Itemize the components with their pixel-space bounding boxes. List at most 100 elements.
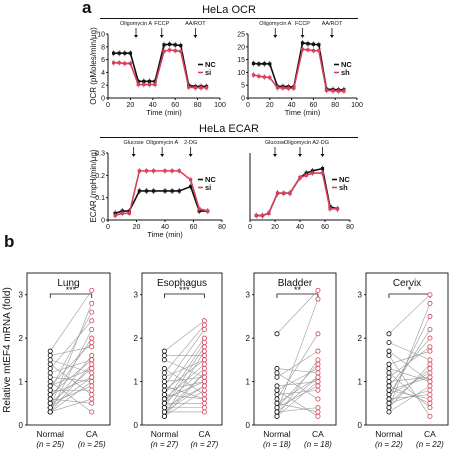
ecar-y-axis-label: ECAR (mpH/min/µg) <box>89 149 98 222</box>
cervix-pair-line <box>388 329 431 395</box>
esophagus-x-label-ca: CA <box>198 429 210 439</box>
lung-x-label-normal: Normal <box>37 429 65 439</box>
esophagus-ca-point <box>201 353 207 359</box>
bladder-y-tick-label: 1 <box>246 378 251 387</box>
esophagus-ca-point <box>201 374 207 380</box>
ocr_si-line-si <box>113 49 207 89</box>
ocr_si-y-tick-label: 8 <box>101 44 105 51</box>
ecar_si-annotation-label: Oligomycin A <box>146 140 178 146</box>
bladder-pair-line <box>276 402 319 413</box>
ocr_sh-x-axis-label: Time (min) <box>285 108 321 117</box>
esophagus-ca-point <box>201 366 207 372</box>
ecar_sh-annotation-label: Glucose <box>265 140 285 146</box>
cervix-ca-point <box>427 396 433 402</box>
lung-pair-line <box>49 329 93 413</box>
esophagus-y-tick-label: 1 <box>134 378 139 387</box>
ocr_si-x-tick-label: 60 <box>171 102 179 109</box>
lung-normal-point <box>47 357 53 363</box>
esophagus-normal-point <box>161 379 167 385</box>
bladder-ca-point <box>315 331 321 337</box>
cervix-ca-point <box>427 392 433 398</box>
bladder-pair-line <box>276 381 319 417</box>
ocr_si-y-tick-label: 2 <box>101 83 105 90</box>
ecar_si-x-axis-label: Time (min) <box>147 230 183 239</box>
cervix-y-tick-label: 1 <box>358 378 363 387</box>
bladder-normal-point <box>274 387 280 393</box>
cervix-normal-point <box>386 339 392 345</box>
lung-ca-point <box>89 300 95 306</box>
ecar_sh-x-tick-label: 60 <box>321 224 329 231</box>
ocr_sh-x-tick-label: 80 <box>331 102 339 109</box>
ocr_sh-line-sh <box>253 48 344 92</box>
esophagus-n-label-normal: (n = 27) <box>151 440 179 449</box>
bladder-significance-label: ** <box>294 285 302 295</box>
ocr_si-x-axis-label: Time (min) <box>146 108 182 117</box>
lung-ca-point <box>89 335 95 341</box>
bladder-ca-point <box>315 361 321 367</box>
cervix-pair-line <box>388 363 431 408</box>
lung-ca-point <box>89 374 95 380</box>
bladder-significance-bracket <box>276 293 319 298</box>
lung-ca-point <box>89 370 95 376</box>
esophagus-normal-point <box>161 370 167 376</box>
bladder-normal-point <box>274 392 280 398</box>
lung-ca-point <box>89 353 95 359</box>
ecar_si-y-tick-label: 0 <box>101 218 105 225</box>
bladder-n-label-normal: (n = 18) <box>263 440 291 449</box>
lung-pair-line <box>50 368 92 404</box>
lung-ca-point <box>89 387 95 393</box>
lung-ca-point <box>89 357 95 363</box>
ecar_si-y-tick-label: 0.1 <box>95 195 105 202</box>
lung-normal-point <box>47 396 53 402</box>
ecar_si-x-tick-label: 0 <box>106 224 110 231</box>
lung-y-tick-label: 3 <box>19 291 24 300</box>
lung-pair-line <box>49 337 92 400</box>
bladder-ca-point <box>315 357 321 363</box>
esophagus-significance-label: *** <box>179 285 190 295</box>
lung-normal-point <box>47 379 53 385</box>
ecar_sh-x-tick-label: 80 <box>346 224 354 231</box>
bladder-normal-point <box>274 370 280 376</box>
esophagus-ca-point <box>201 361 207 367</box>
cervix-pair-line <box>388 316 431 400</box>
ecar_si-annotation-label: 2-DG <box>184 140 197 146</box>
bladder-ca-point <box>315 405 321 411</box>
esophagus-normal-point <box>161 348 167 354</box>
ecar_sh-annotation-arrowhead <box>320 154 325 157</box>
lung-ca-point <box>89 287 95 293</box>
ocr_si-x-tick-label: 20 <box>127 102 135 109</box>
bladder-pair-line <box>276 298 319 413</box>
ocr_sh-line-NC <box>253 42 344 91</box>
ecar_si-y-tick-label: 0.3 <box>95 151 105 158</box>
ocr_sh-annotation-label: FCCP <box>295 21 310 27</box>
cervix-ca-point <box>427 348 433 354</box>
esophagus-ca-point <box>201 344 207 350</box>
lung-ca-point <box>89 383 95 389</box>
esophagus-normal-point <box>161 392 167 398</box>
ocr_sh-legend-label: sh <box>341 68 350 77</box>
esophagus-ca-point <box>201 339 207 345</box>
cervix-normal-point <box>386 379 392 385</box>
ocr-y-axis-label: OCR (pMoles/min/µg) <box>89 27 98 105</box>
lung-ca-point <box>89 309 95 315</box>
lung-pair-line <box>50 320 92 369</box>
cervix-normal-point <box>386 331 392 337</box>
lung-y-tick-label: 2 <box>19 334 24 343</box>
lung-normal-point <box>47 370 53 376</box>
lung-pair-line <box>49 303 93 408</box>
bladder-pair-line <box>276 376 319 413</box>
cervix-x-label-normal: Normal <box>375 429 403 439</box>
cervix-ca-point <box>427 335 433 341</box>
ocr_si-legend-label: NC <box>205 60 216 69</box>
lung-pair-line <box>50 398 92 413</box>
ocr_sh-y-tick-label: 10 <box>237 70 245 77</box>
esophagus-title: Esophagus <box>157 278 207 289</box>
bladder-normal-point <box>274 383 280 389</box>
bladder-normal-point <box>274 413 280 419</box>
bladder-y-tick-label: 2 <box>246 334 251 343</box>
esophagus-ca-point <box>201 379 207 385</box>
ecar_si-x-tick-label: 20 <box>133 224 141 231</box>
ocr_sh-y-tick-label: 0 <box>241 96 245 103</box>
ocr_sh-x-tick-label: 0 <box>246 102 250 109</box>
esophagus-pair-line <box>164 337 205 395</box>
